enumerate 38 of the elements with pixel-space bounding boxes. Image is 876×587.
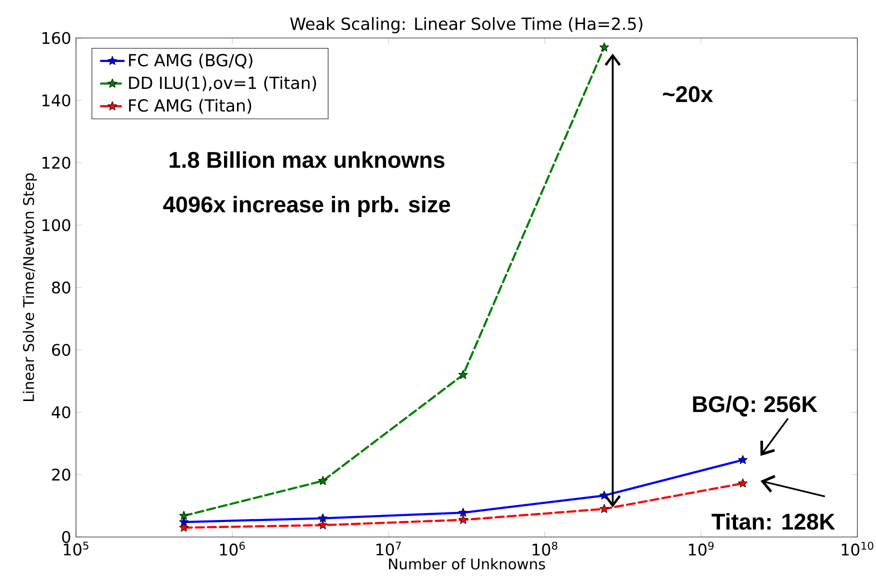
x-tick-label: 10$^{5}$ bbox=[64, 542, 88, 556]
point bbox=[458, 514, 468, 524]
point bbox=[318, 520, 328, 530]
annotation: ~20x bbox=[663, 86, 713, 102]
point bbox=[600, 504, 609, 513]
y-tick-label: 120 bbox=[42, 156, 70, 169]
point bbox=[458, 508, 468, 517]
point bbox=[318, 476, 328, 485]
y-tick-label: 100 bbox=[42, 219, 70, 232]
legend-label: FC AMG (Titan) bbox=[129, 98, 252, 114]
point bbox=[318, 513, 328, 522]
y-axis-title: Linear Solve Time/Newton Step bbox=[22, 173, 37, 401]
y-tick-label: 60 bbox=[52, 344, 70, 356]
point bbox=[738, 455, 748, 464]
x-axis-title: Number of Unknowns bbox=[389, 558, 546, 570]
x-tick-label: 10$^{7}$ bbox=[376, 542, 401, 556]
y-tick-label: 80 bbox=[52, 281, 70, 294]
x-tick-label: 10$^{9}$ bbox=[688, 542, 714, 556]
annotation: 1.8 Billion max unknowns bbox=[170, 151, 444, 168]
x-tick-label: 10$^{10}$ bbox=[842, 542, 874, 556]
annotation: BG/Q: 256K bbox=[693, 396, 818, 416]
y-tick-label: 160 bbox=[42, 32, 70, 44]
point bbox=[179, 510, 189, 520]
x-tick-label: 10$^{8}$ bbox=[532, 542, 558, 556]
y-tick-label: 140 bbox=[42, 94, 70, 106]
legend-label: FC AMG (BG/Q) bbox=[129, 54, 252, 68]
point bbox=[458, 370, 468, 379]
point bbox=[600, 42, 609, 52]
legend-label: DD ILU(1),ov=1 (Titan) bbox=[129, 76, 316, 92]
annotation: 4096x increase in prb. size bbox=[163, 196, 450, 217]
chart-title: Weak Scaling: Linear Solve Time (Ha=2.5) bbox=[290, 17, 642, 34]
y-tick-label: 40 bbox=[52, 406, 70, 418]
x-tick-label: 10$^{6}$ bbox=[220, 542, 245, 556]
point bbox=[179, 522, 189, 532]
point bbox=[738, 478, 748, 488]
annotation: Titan: 128K bbox=[712, 513, 836, 530]
y-tick-label: 20 bbox=[52, 468, 70, 481]
y-tick-label: 0 bbox=[62, 530, 70, 544]
